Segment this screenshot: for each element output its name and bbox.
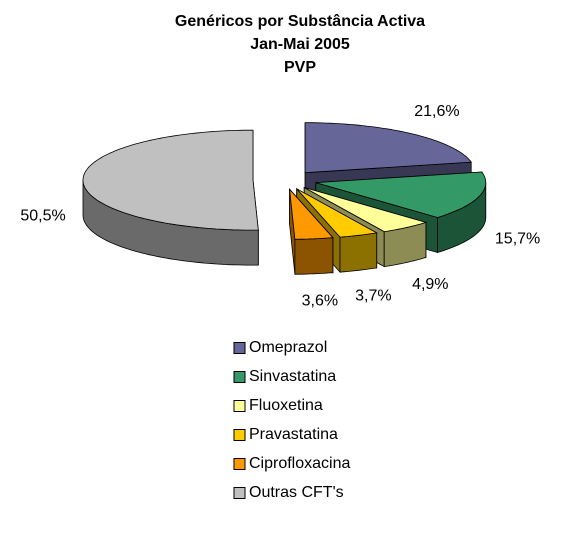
- legend-swatch: [233, 458, 246, 470]
- legend-label: Fluoxetina: [249, 397, 323, 414]
- legend-label: Outras CFT's: [249, 484, 344, 501]
- slice: [296, 188, 378, 238]
- data-label: 4,9%: [412, 276, 448, 293]
- data-label: 50,5%: [20, 208, 65, 225]
- slice: [304, 122, 472, 174]
- slice-wall: [294, 237, 334, 275]
- legend-label: Pravastatina: [249, 426, 338, 443]
- data-label: 3,7%: [355, 288, 391, 305]
- legend-label: Ciprofloxacina: [249, 455, 350, 472]
- slice: [304, 187, 428, 233]
- slice: [82, 129, 259, 231]
- legend-swatch: [233, 487, 246, 499]
- slice: [315, 171, 487, 218]
- legend-label: Omeprazol: [249, 339, 327, 356]
- data-label: 3,6%: [302, 293, 338, 310]
- chart-title: Genéricos por Substância Activa: [175, 13, 425, 30]
- data-label: 15,7%: [495, 230, 540, 247]
- legend-swatch: [233, 342, 246, 354]
- chart-title: Jan-Mai 2005: [250, 36, 350, 53]
- legend-swatch: [233, 429, 246, 441]
- legend-swatch: [233, 371, 246, 383]
- slice: [289, 188, 334, 240]
- data-label: 21,6%: [414, 103, 459, 120]
- slice-wall: [339, 232, 378, 273]
- legend-swatch: [233, 400, 246, 412]
- chart-title: PVP: [284, 59, 316, 76]
- slice-group: [289, 188, 334, 275]
- slice-group: [82, 129, 259, 266]
- legend-label: Sinvastatina: [249, 368, 336, 385]
